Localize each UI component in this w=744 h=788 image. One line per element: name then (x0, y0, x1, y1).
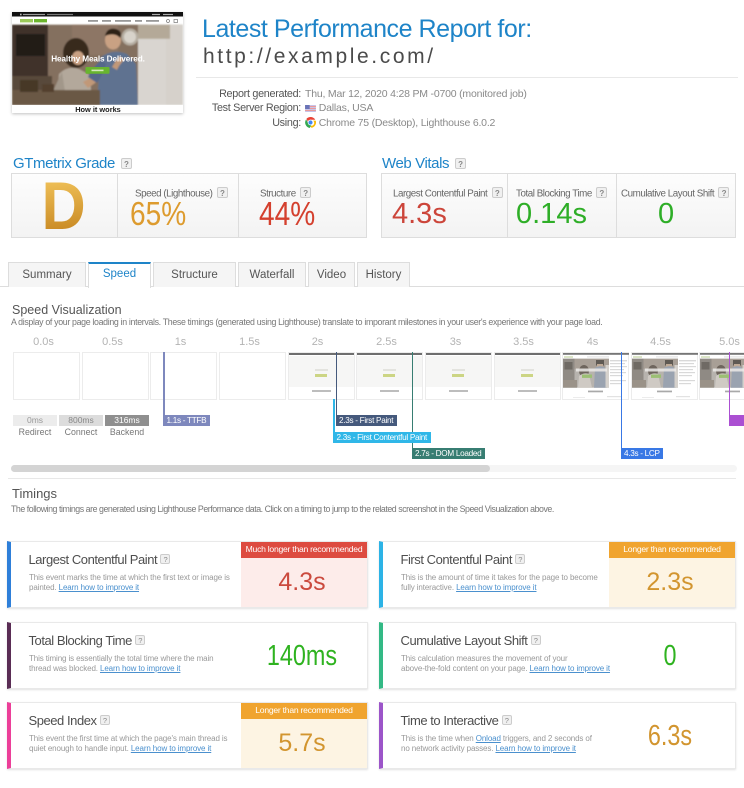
svg-text:How it works: How it works (75, 105, 121, 113)
svg-text:Healthy Meals Delivered.: Healthy Meals Delivered. (51, 55, 145, 64)
